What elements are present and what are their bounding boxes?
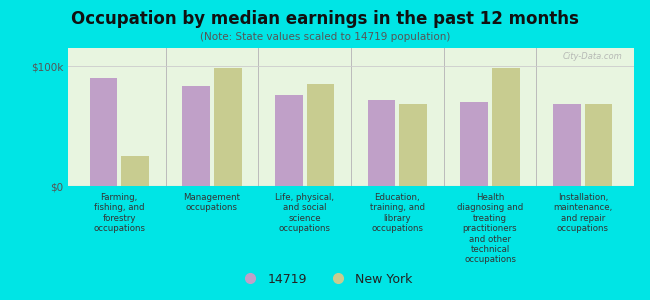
Bar [214, 68, 242, 186]
Text: City-Data.com: City-Data.com [563, 52, 623, 61]
Bar [492, 68, 520, 186]
Bar [399, 104, 427, 186]
Bar [460, 102, 488, 186]
Bar [275, 95, 303, 186]
Text: (Note: State values scaled to 14719 population): (Note: State values scaled to 14719 popu… [200, 32, 450, 41]
Bar [307, 84, 334, 186]
Bar [182, 86, 210, 186]
Bar [90, 78, 118, 186]
Bar [121, 156, 149, 186]
Bar [368, 100, 395, 186]
Bar [584, 104, 612, 186]
Text: Occupation by median earnings in the past 12 months: Occupation by median earnings in the pas… [71, 11, 579, 28]
Bar [553, 104, 581, 186]
Legend: 14719, New York: 14719, New York [232, 268, 418, 291]
